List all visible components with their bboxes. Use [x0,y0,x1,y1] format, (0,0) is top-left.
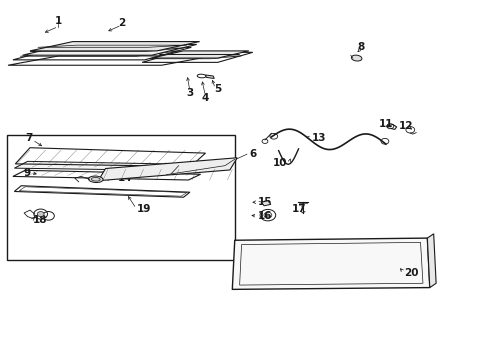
Polygon shape [98,158,237,181]
Polygon shape [22,44,196,55]
Text: 8: 8 [356,42,364,51]
Text: 5: 5 [214,84,221,94]
Circle shape [266,214,269,216]
Ellipse shape [88,176,103,183]
Text: 17: 17 [291,204,306,215]
Text: 4: 4 [202,93,209,103]
Text: 9: 9 [24,168,31,178]
Text: 20: 20 [404,268,418,278]
Text: 18: 18 [32,215,47,225]
Text: 1: 1 [55,17,61,27]
Text: 15: 15 [258,197,272,207]
Polygon shape [152,51,248,58]
Ellipse shape [351,55,361,61]
Polygon shape [261,201,270,206]
Polygon shape [427,234,435,288]
Polygon shape [232,238,429,289]
Text: 2: 2 [118,18,125,28]
Text: 11: 11 [378,120,392,129]
Bar [6,135,234,260]
Text: 13: 13 [311,133,325,143]
Text: 16: 16 [258,211,272,221]
Text: 14: 14 [118,173,132,183]
Text: 19: 19 [137,204,151,215]
Circle shape [37,212,44,217]
Polygon shape [205,75,214,78]
Text: 10: 10 [272,158,287,168]
Text: 12: 12 [398,121,413,131]
Text: 7: 7 [25,133,33,143]
Polygon shape [14,161,203,171]
Polygon shape [30,41,199,51]
Text: 3: 3 [186,88,193,98]
Text: 6: 6 [249,149,256,159]
